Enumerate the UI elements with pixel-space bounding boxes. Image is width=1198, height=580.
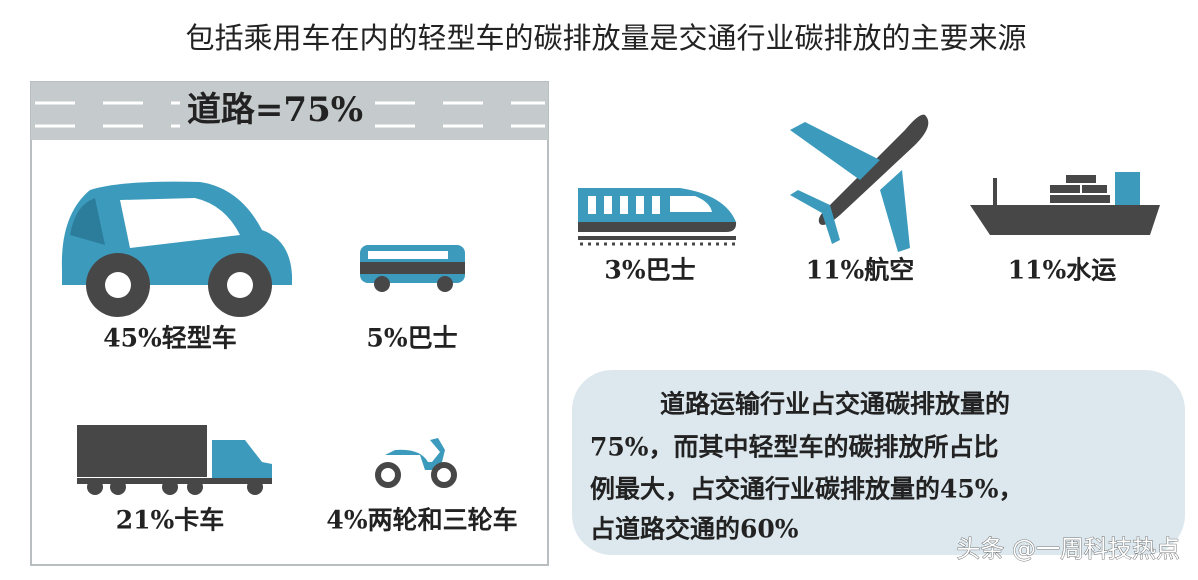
road-lines [35, 101, 545, 128]
item-label: 11%水运 [1008, 256, 1117, 285]
note-line: 75%，而其中轻型车的碳排放所占比 [590, 433, 999, 462]
item-label: 4%两轮和三轮车 [326, 506, 517, 535]
note-line: 占道路交通的60% [590, 515, 799, 544]
note-box [572, 370, 1185, 555]
watermark: 头条 @一周科技热点 [956, 535, 1180, 563]
bus-icon [360, 245, 465, 292]
item-label: 5%巴士 [366, 324, 457, 353]
item-label: 3%巴士 [604, 256, 695, 285]
ship-icon [970, 172, 1160, 235]
car-icon [61, 181, 292, 317]
item-label: 21%卡车 [116, 506, 225, 535]
plane-icon [790, 114, 929, 252]
item-label: 11%航空 [806, 256, 915, 285]
note-line: 例最大，占交通行业碳排放量的45%， [590, 475, 1024, 504]
motorbike-icon [375, 438, 457, 488]
train-icon [578, 188, 737, 246]
title: 包括乘用车在内的轻型车的碳排放量是交通行业碳排放的主要来源 [185, 21, 1026, 55]
truck-icon [77, 425, 272, 495]
road-label: 道路=75% [187, 90, 363, 130]
road-label-bg [180, 90, 370, 132]
item-label: 45%轻型车 [103, 324, 237, 353]
note-line: 道路运输行业占交通碳排放量的 [660, 390, 1010, 419]
